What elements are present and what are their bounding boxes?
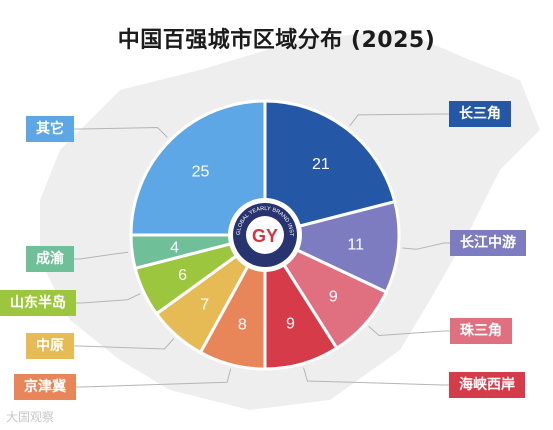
watermark: 大国观察 <box>6 410 55 424</box>
slice-value-label: 11 <box>347 237 364 254</box>
pie-slice-2 <box>260 199 401 295</box>
leader-line <box>303 367 449 386</box>
slice-value-label: 6 <box>178 267 187 284</box>
legend-label-box: 京津冀 <box>14 374 76 400</box>
slice-value-label: 4 <box>170 239 179 256</box>
legend-label-box: 其它 <box>26 116 74 142</box>
leader-line <box>74 338 175 350</box>
leader-line <box>76 293 141 304</box>
legend-label-box: 长三角 <box>449 101 511 127</box>
legend-label-box: 中原 <box>26 333 74 359</box>
slice-value-label: 21 <box>312 156 330 173</box>
slice-value-label: 9 <box>329 288 338 305</box>
leader-line <box>74 251 129 260</box>
legend-label-box: 成渝 <box>26 246 74 272</box>
pie-slice-9 <box>129 99 267 237</box>
slice-value-label: 7 <box>200 296 209 313</box>
pie-chart: 21 11 9 9 8 76 4 25 <box>129 99 401 371</box>
slice-value-label: 8 <box>238 316 247 333</box>
leader-line <box>402 242 450 250</box>
slice-value-label: 25 <box>192 164 210 181</box>
chart-title: 中国百强城市区域分布 (2025) <box>117 28 436 53</box>
legend-label-box: 山东半岛 <box>0 290 76 316</box>
leader-line <box>74 127 168 138</box>
logo-text: GY <box>252 226 278 246</box>
leader-line <box>368 325 450 337</box>
leader-line <box>76 368 232 388</box>
legend-label-box: 珠三角 <box>450 318 512 344</box>
leader-line <box>349 113 449 127</box>
legend-label-box: 长江中游 <box>450 230 526 256</box>
leader-lines <box>74 113 450 388</box>
slice-value-label: 9 <box>286 316 295 333</box>
legend-label-box: 海峡西岸 <box>449 372 525 398</box>
pie-slice-1 <box>263 99 397 237</box>
logo-inner-circle <box>246 216 284 254</box>
